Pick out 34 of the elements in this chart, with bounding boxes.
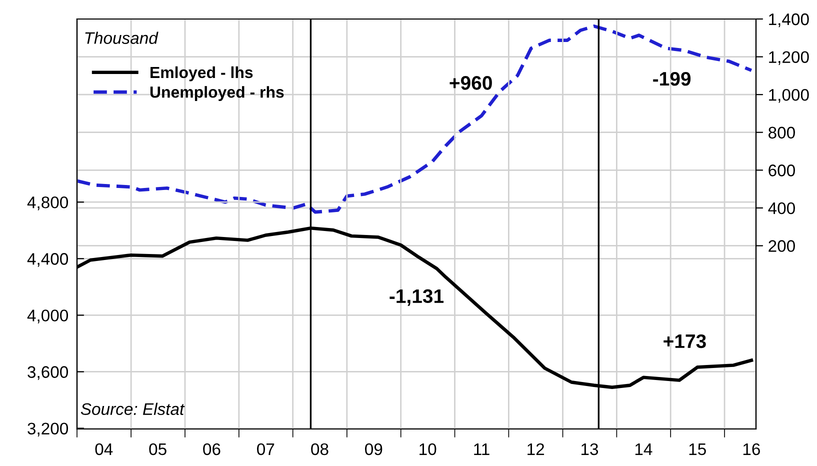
legend-label: Emloyed - lhs (150, 66, 253, 82)
y-tick-label: 4,800 (27, 196, 68, 210)
y-tick-label: 3,200 (28, 422, 68, 436)
x-tick-label: 05 (149, 443, 166, 456)
annotation: Thousand (85, 32, 158, 44)
y2-tick-label: 800 (768, 126, 795, 139)
annotation: -199 (653, 72, 691, 86)
annotation: -1,131 (390, 289, 444, 306)
x-tick-label: 11 (474, 444, 490, 455)
x-tick-label: 14 (635, 444, 652, 455)
annotation: Source: Elstat (80, 402, 185, 416)
y2-tick-label: 1,200 (769, 51, 809, 65)
y-tick-label: 4,400 (27, 253, 68, 267)
x-tick-label: 04 (95, 443, 113, 456)
annotation: +960 (450, 76, 492, 90)
y2-tick-label: 1,400 (769, 13, 809, 28)
y-tick-label: 4,000 (27, 310, 68, 324)
y-tick-label: 3,600 (28, 366, 68, 380)
x-tick-label: 09 (365, 443, 382, 456)
x-tick-label: 08 (311, 443, 328, 456)
x-tick-label: 15 (689, 444, 706, 456)
x-tick-label: 06 (203, 443, 220, 456)
y2-tick-label: 600 (768, 164, 795, 176)
x-tick-label: 13 (582, 443, 598, 456)
legend-label: Unemployed - rhs (150, 86, 284, 101)
x-tick-label: 07 (257, 443, 274, 456)
y2-tick-label: 400 (768, 202, 795, 214)
x-tick-label: 16 (743, 443, 760, 456)
annotation: +173 (664, 334, 706, 348)
line-series (77, 24, 754, 214)
y2-tick-label: 1,000 (769, 88, 809, 103)
x-tick-label: 12 (528, 443, 544, 455)
x-tick-label: 10 (420, 443, 436, 456)
y2-tick-label: 200 (768, 240, 795, 252)
